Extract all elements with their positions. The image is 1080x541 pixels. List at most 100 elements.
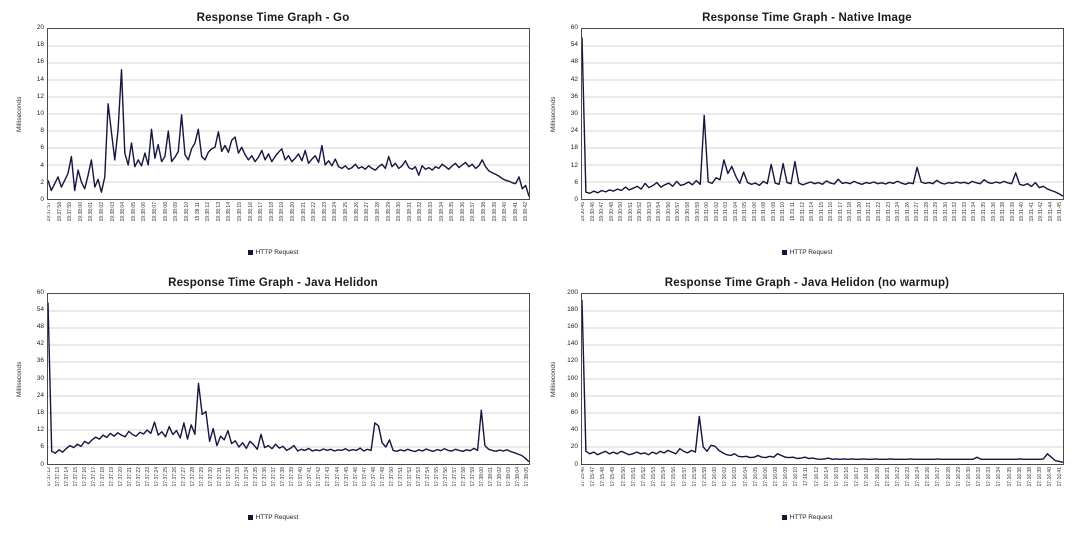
line-plot xyxy=(582,37,1063,197)
x-tick-label: 19:30:46 xyxy=(589,202,596,222)
x-tick-label: 19:31:42 xyxy=(1038,202,1045,222)
x-tick-label: 17:16:05 xyxy=(752,466,759,486)
x-tick-label: 17:38:01 xyxy=(487,466,494,486)
y-axis-label: Milliseconds xyxy=(550,360,557,397)
x-tick-label: 19:31:10 xyxy=(780,202,787,222)
x-tick-label: 17:37:56 xyxy=(442,466,449,486)
x-tick-label: 17:37:24 xyxy=(154,466,161,486)
y-tick-label: 40 xyxy=(570,425,578,433)
chart-panel-go: Response Time Graph - Go Milliseconds 20… xyxy=(16,12,530,273)
x-tick-label: 17:16:38 xyxy=(1026,466,1033,486)
x-tick-label: 19:31:30 xyxy=(942,202,949,222)
x-tick-label: 17:37:34 xyxy=(244,466,251,486)
y-axis-ticks: 20 18 16 14 12 10 8 6 4 2 0 xyxy=(27,24,47,202)
x-tick-label: 19:31:24 xyxy=(895,202,902,222)
chart-title: Response Time Graph - Java Helidon xyxy=(168,276,378,289)
y-axis-ticks: 200 180 160 140 120 100 80 60 40 20 0 xyxy=(561,289,581,467)
x-tick-label: 17:37:48 xyxy=(370,466,377,486)
x-tick-label: 19:31:23 xyxy=(885,202,892,222)
x-tick-label: 17:16:28 xyxy=(945,466,952,486)
x-tick-label: 17:37:16 xyxy=(82,466,89,486)
x-tick-label: 17:37:53 xyxy=(415,466,422,486)
x-tick-label: 19:38:09 xyxy=(173,202,180,222)
x-tick-label: 19:31:15 xyxy=(818,202,825,222)
y-tick-label: 8 xyxy=(40,126,44,134)
x-tick-label: 17:38:04 xyxy=(514,466,521,486)
x-tick-label: 19:37:57 xyxy=(47,202,52,222)
x-tick-label: 19:38:29 xyxy=(385,202,392,222)
x-tick-label: 19:31:35 xyxy=(980,202,987,222)
y-axis-area: Milliseconds 60 54 48 42 36 30 24 18 12 6 0 xyxy=(16,289,47,467)
x-tick-label: 19:31:16 xyxy=(828,202,835,222)
x-tick-label: 19:30:57 xyxy=(675,202,682,222)
legend-label: HTTP Request xyxy=(255,249,299,256)
x-tick-label: 19:38:18 xyxy=(268,202,275,222)
series-line xyxy=(48,69,529,197)
chart-body: Milliseconds 20 18 16 14 12 10 8 6 4 2 0 19:37:57 1… xyxy=(16,24,530,248)
x-tick-label: 17:16:08 xyxy=(772,466,779,486)
y-tick-label: 2 xyxy=(40,178,44,186)
x-tick-label: 19:31:22 xyxy=(875,202,882,222)
x-axis-ticks: 17:15:46 17:15:47 17:15:48 17:15:49 17:15:50… xyxy=(581,465,1064,513)
y-tick-label: 24 xyxy=(36,391,44,399)
y-tick-label: 60 xyxy=(570,408,578,416)
x-tick-label: 19:38:16 xyxy=(247,202,254,222)
series-line xyxy=(48,301,529,462)
x-tick-label: 19:31:36 xyxy=(990,202,997,222)
y-tick-label: 60 xyxy=(570,23,578,31)
legend-square-icon xyxy=(781,514,787,520)
x-tick-label: 17:37:44 xyxy=(334,466,341,486)
y-tick-label: 12 xyxy=(36,425,44,433)
legend: HTTP Request xyxy=(16,514,530,521)
x-tick-label: 19:31:06 xyxy=(751,202,758,222)
x-tick-label: 19:31:09 xyxy=(770,202,777,222)
chart-panel-java-helidon: Response Time Graph - Java Helidon Milli… xyxy=(16,277,530,538)
x-tick-label: 17:37:29 xyxy=(199,466,206,486)
y-axis-ticks: 60 54 48 42 36 30 24 18 12 6 0 xyxy=(27,289,47,467)
x-tick-label: 19:38:05 xyxy=(130,202,137,222)
x-tick-label: 17:16:24 xyxy=(915,466,922,486)
x-tick-label: 17:37:26 xyxy=(172,466,179,486)
y-tick-label: 16 xyxy=(36,58,44,66)
x-tick-label: 17:37:18 xyxy=(100,466,107,486)
x-tick-label: 17:16:21 xyxy=(884,466,891,486)
plot-column: 17:15:46 17:15:47 17:15:48 17:15:49 17:15:50… xyxy=(581,292,1064,513)
x-tick-label: 17:16:40 xyxy=(1047,466,1054,486)
x-tick-label: 17:16:09 xyxy=(783,466,790,486)
chart-body: Milliseconds 200 180 160 140 120 100 80 60 40 20 0… xyxy=(550,289,1064,513)
x-tick-label: 19:38:30 xyxy=(396,202,403,222)
x-tick-label: 19:38:42 xyxy=(523,202,530,222)
x-tick-label: 17:16:18 xyxy=(864,466,871,486)
x-tick-label: 17:16:20 xyxy=(874,466,881,486)
x-tick-label: 19:38:40 xyxy=(502,202,509,222)
x-tick-label: 19:38:08 xyxy=(162,202,169,222)
x-tick-label: 17:37:41 xyxy=(307,466,314,486)
y-tick-label: 14 xyxy=(36,75,44,83)
x-tick-label: 17:16:04 xyxy=(742,466,749,486)
x-tick-label: 17:15:49 xyxy=(610,466,617,486)
x-tick-label: 19:31:17 xyxy=(837,202,844,222)
x-tick-label: 17:16:29 xyxy=(955,466,962,486)
y-tick-label: 6 xyxy=(40,443,44,451)
x-tick-label: 17:37:28 xyxy=(190,466,197,486)
y-axis-label: Milliseconds xyxy=(16,360,23,397)
y-axis-area: Milliseconds 200 180 160 140 120 100 80 60 40 20 0 xyxy=(550,289,581,467)
x-tick-label: 17:16:33 xyxy=(986,466,993,486)
x-tick-label: 17:37:12 xyxy=(47,466,52,486)
y-tick-label: 30 xyxy=(36,374,44,382)
x-tick-label: 17:37:20 xyxy=(118,466,125,486)
x-tick-label: 17:16:00 xyxy=(712,466,719,486)
y-axis-ticks: 60 54 48 42 36 30 24 18 12 6 0 xyxy=(561,23,581,202)
x-tick-label: 17:16:16 xyxy=(844,466,851,486)
x-tick-label: 19:31:04 xyxy=(732,202,739,222)
x-tick-label: 17:15:58 xyxy=(691,466,698,486)
x-tick-label: 17:37:52 xyxy=(406,466,413,486)
x-tick-label: 17:15:46 xyxy=(581,466,586,486)
x-tick-label: 17:16:26 xyxy=(925,466,932,486)
x-tick-label: 19:38:27 xyxy=(364,202,371,222)
y-tick-label: 6 xyxy=(574,178,578,186)
x-tick-label: 19:31:38 xyxy=(1000,202,1007,222)
x-tick-label: 17:16:23 xyxy=(905,466,911,486)
line-plot xyxy=(582,299,1063,463)
x-tick-label: 17:16:06 xyxy=(762,466,769,486)
